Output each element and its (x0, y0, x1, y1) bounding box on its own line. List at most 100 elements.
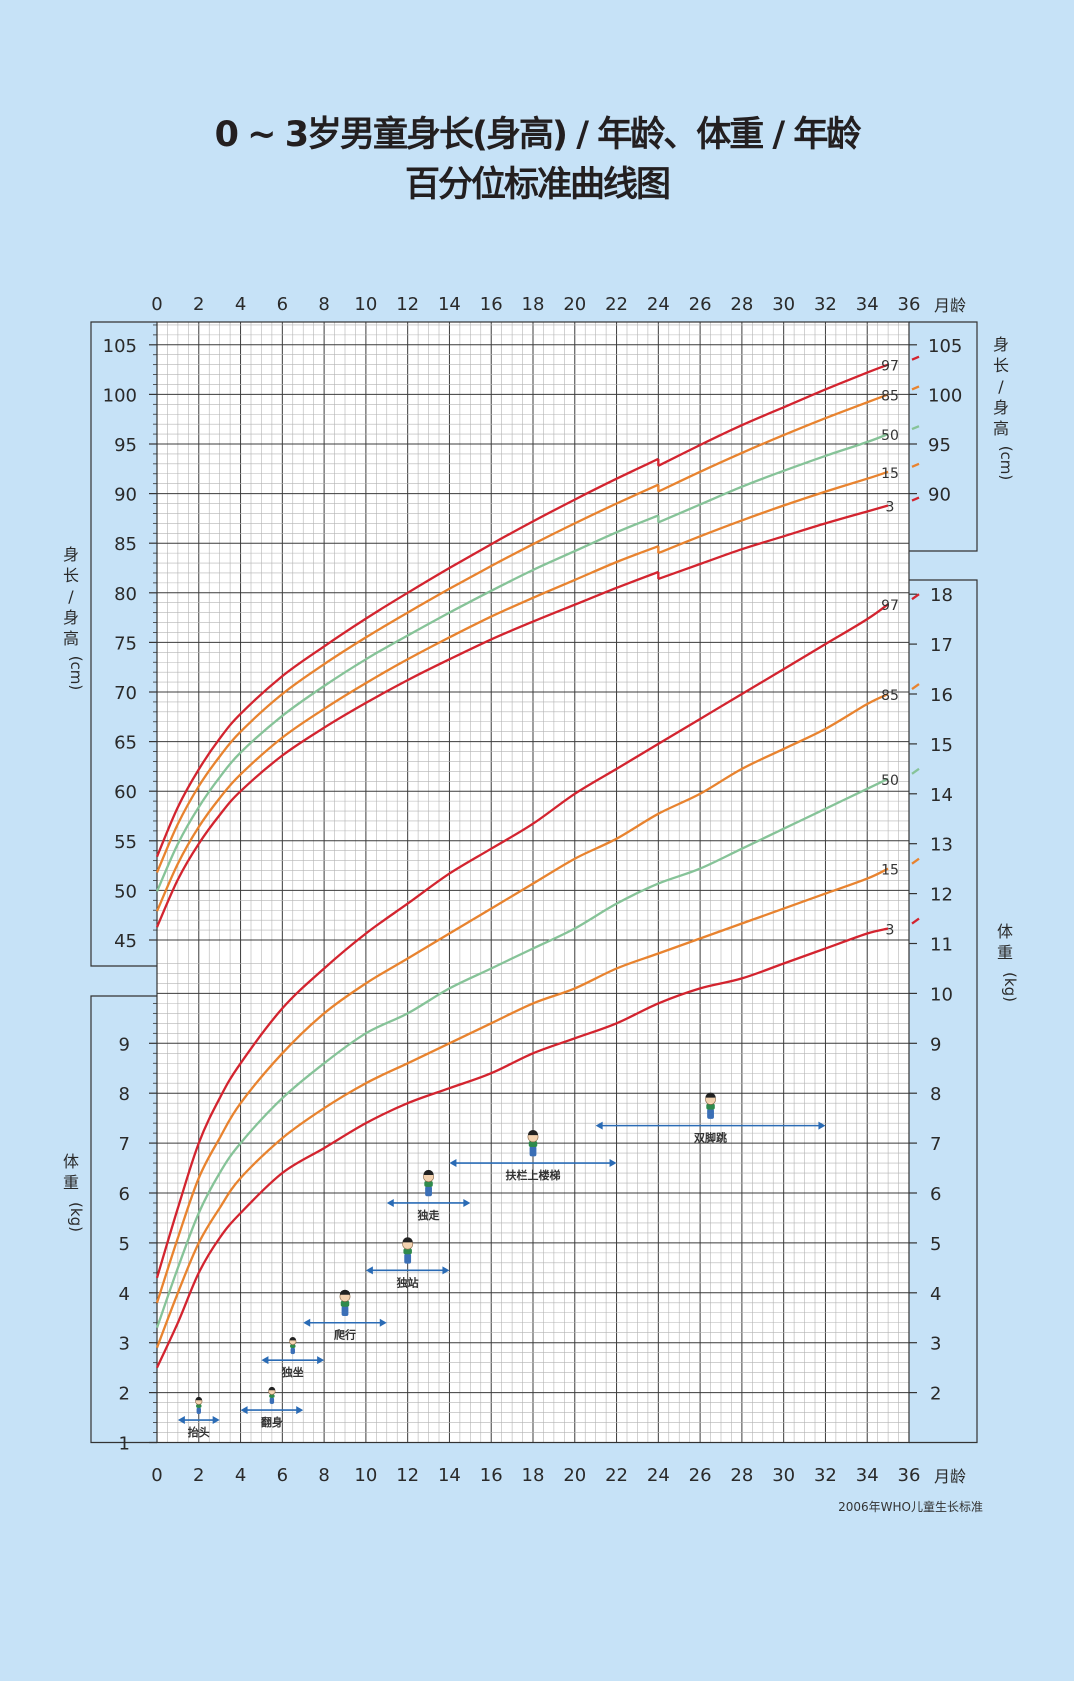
height-curve-p3: 3 (155, 496, 920, 928)
child-figure-icon (527, 1130, 539, 1157)
right-weight-panel-frame (909, 579, 978, 1444)
milestone-item: 翻身 (240, 1386, 304, 1429)
arrow-head-left-icon (261, 1356, 269, 1365)
arrow-head-left-icon (449, 1159, 457, 1168)
weight-curve-label: 3 (886, 923, 895, 939)
x-tick-label-top: 26 (689, 294, 712, 315)
milestone-item: 独站 (365, 1237, 450, 1289)
left-weight-panel-frame (90, 995, 157, 1444)
x-tick-label-bottom: 18 (522, 1465, 545, 1486)
arrow-head-left-icon (303, 1318, 311, 1327)
chart-grid (156, 322, 910, 1443)
x-tick-label-top: 0 (151, 294, 162, 315)
height-tick-label-left: 95 (114, 435, 137, 456)
height-curve-segment (657, 470, 889, 555)
weight-tick-label-right: 6 (930, 1184, 941, 1205)
height-curve-label: 3 (886, 500, 895, 516)
weight-curve-p85: 85 (155, 683, 920, 1304)
page-title: 0 ~ 3岁男童身长(身高) / 年龄、体重 / 年龄 百分位标准曲线图 (0, 110, 1074, 210)
height-tick-label-left: 90 (114, 485, 137, 506)
weight-tick-label-left: 4 (119, 1284, 130, 1305)
weight-curve-p97: 97 (155, 593, 920, 1279)
height-axis-title-right: 身长/身高(cm) (993, 335, 1015, 480)
milestone-label: 双脚跳 (694, 1131, 727, 1145)
milestone-item: 双脚跳 (595, 1092, 826, 1145)
milestone-label: 独走 (417, 1208, 440, 1222)
weight-tick-label-left: 9 (119, 1034, 130, 1055)
height-tick-label-left: 70 (114, 683, 137, 704)
svg-text:长: 长 (63, 566, 79, 585)
right-height-panel-frame (909, 321, 978, 552)
weight-curve-continuation (911, 683, 920, 690)
child-figure-icon (195, 1396, 203, 1414)
milestone-item: 扶栏上楼梯 (449, 1130, 617, 1182)
height-curve-segment (155, 483, 659, 873)
weight-tick-label-right: 3 (930, 1334, 941, 1355)
svg-text:身: 身 (993, 398, 1009, 417)
svg-text:高: 高 (993, 419, 1009, 438)
x-tick-label-bottom: 24 (647, 1465, 670, 1486)
arrow-head-right-icon (442, 1266, 450, 1275)
weight-tick-label-right: 8 (930, 1084, 941, 1105)
milestone-item: 独走 (386, 1169, 471, 1222)
x-tick-label-top: 16 (480, 294, 503, 315)
arrow-head-right-icon (818, 1121, 826, 1130)
x-tick-label-top: 6 (277, 294, 288, 315)
milestone-label: 抬头 (188, 1425, 210, 1439)
child-figure-icon (423, 1169, 434, 1197)
weight-curve-p50: 50 (155, 767, 920, 1329)
weight-tick-label-right: 4 (930, 1284, 941, 1305)
x-tick-label-bottom: 6 (277, 1465, 288, 1486)
height-tick-label-left: 100 (103, 385, 137, 406)
height-curve-p50: 50 (155, 425, 920, 892)
arrow-head-left-icon (386, 1198, 394, 1207)
x-tick-label-top: 10 (354, 294, 377, 315)
milestone-label: 翻身 (261, 1415, 283, 1429)
arrow-head-right-icon (296, 1406, 304, 1415)
percentile-curves: 97 85 50 15 3 97 85 50 15 3 (155, 355, 920, 1369)
height-curve-segment (155, 457, 659, 858)
x-tick-label-bottom: 4 (235, 1465, 246, 1486)
weight-axis-title-left: 体重 (kg) (63, 1152, 85, 1232)
arrow-head-right-icon (317, 1356, 325, 1365)
x-tick-label-top: 4 (235, 294, 246, 315)
x-tick-label-bottom: 34 (856, 1465, 879, 1486)
height-curve-segment (155, 570, 659, 928)
svg-text:/: / (68, 587, 74, 606)
plot-area-frame (156, 321, 910, 1444)
x-tick-label-top: 18 (522, 294, 545, 315)
x-tick-label-top: 2 (193, 294, 204, 315)
x-axis-title-bottom: 月龄 (934, 1467, 966, 1486)
weight-tick-label-right: 14 (930, 785, 953, 806)
svg-text:(kg): (kg) (1001, 972, 1019, 1002)
weight-tick-label-right: 12 (930, 885, 953, 906)
svg-text:长: 长 (993, 356, 1009, 375)
svg-text:身: 身 (63, 608, 79, 627)
height-tick-label-left: 75 (114, 633, 137, 654)
x-tick-label-bottom: 16 (480, 1465, 503, 1486)
x-tick-label-top: 34 (856, 294, 879, 315)
height-curve-continuation (911, 355, 920, 361)
height-tick-label-right: 100 (928, 385, 962, 406)
x-tick-label-bottom: 14 (438, 1465, 461, 1486)
height-tick-label-left: 80 (114, 584, 137, 605)
child-figure-icon (289, 1337, 297, 1355)
height-tick-label-right: 95 (928, 435, 951, 456)
x-tick-label-bottom: 32 (814, 1465, 837, 1486)
height-tick-label-left: 65 (114, 733, 137, 754)
svg-text:重: 重 (997, 943, 1013, 962)
weight-tick-label-right: 9 (930, 1034, 941, 1055)
weight-curve-line (155, 867, 889, 1349)
axis-titles: 身长/身高(cm)身长/身高(cm)体重(kg)体重(kg) (63, 335, 1019, 1232)
left-height-panel-frame (90, 321, 157, 967)
arrow-head-right-icon (609, 1159, 617, 1168)
title-line-2: 百分位标准曲线图 (404, 165, 671, 205)
weight-tick-label-right: 11 (930, 935, 953, 956)
height-curve-continuation (911, 425, 920, 431)
svg-text:身: 身 (63, 545, 79, 564)
arrow-head-right-icon (212, 1416, 220, 1425)
weight-tick-label-right: 2 (930, 1384, 941, 1405)
height-curve-p15: 15 (155, 462, 920, 912)
weight-curve-continuation (911, 857, 920, 865)
